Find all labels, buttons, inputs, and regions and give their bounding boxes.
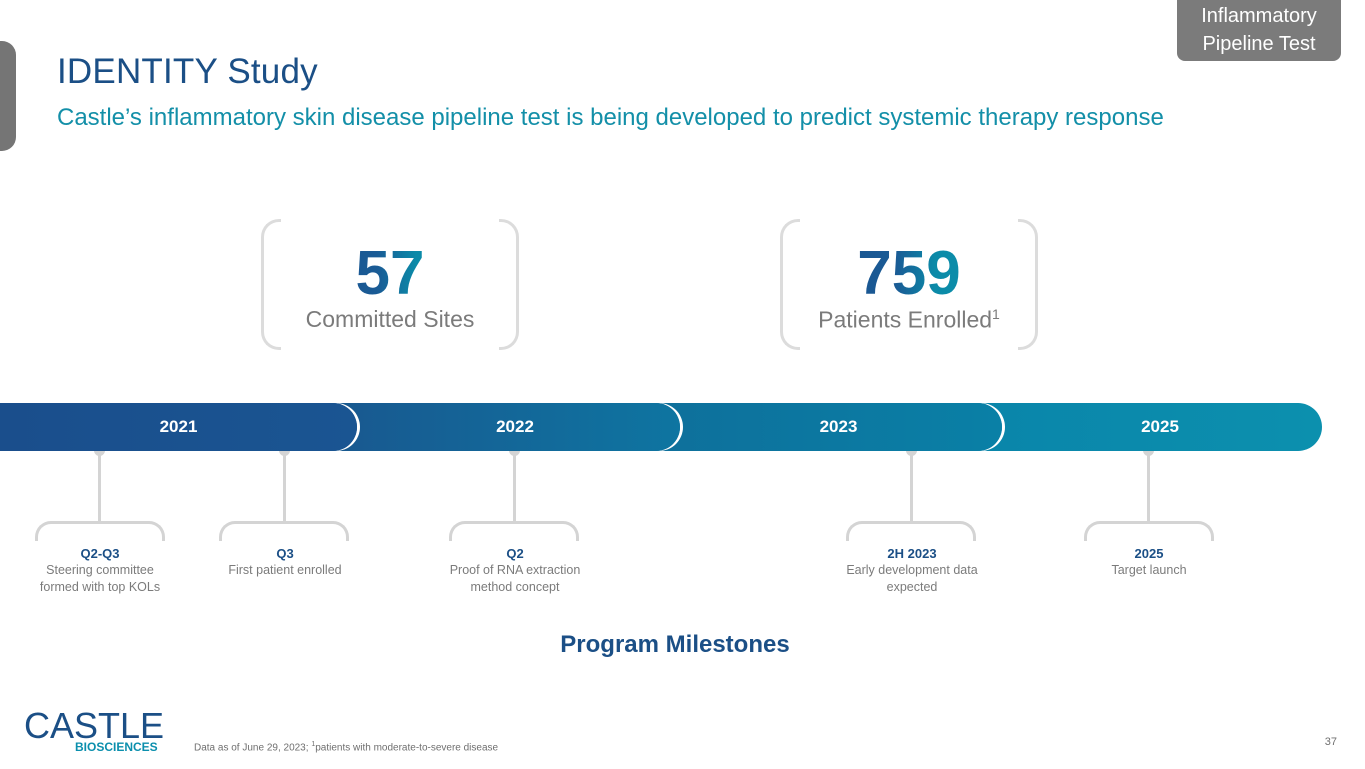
milestone-text: expected <box>886 580 938 594</box>
company-logo: CASTLE BIOSCIENCES <box>24 708 169 756</box>
milestone-item: Q3 First patient enrolled <box>200 545 370 579</box>
section-label-line2: Pipeline Test <box>1202 33 1316 55</box>
stat-footnote-marker: 1 <box>992 306 1000 322</box>
logo-wordmark: CASTLE <box>24 705 165 746</box>
program-milestones-heading: Program Milestones <box>560 631 790 658</box>
section-label-tag: Inflammatory Pipeline Test <box>1177 0 1341 61</box>
milestone-cap <box>1084 521 1214 541</box>
footnote-prefix: Data as of June 29, 2023; <box>194 742 312 754</box>
milestone-item: Q2 Proof of RNA extraction method concep… <box>430 545 600 596</box>
milestone-head: Q2 <box>506 546 524 561</box>
milestone-text: First patient enrolled <box>228 563 342 577</box>
milestone-item: 2H 2023 Early development data expected <box>827 545 997 596</box>
timeline-year-2023: 2023 <box>645 403 1002 451</box>
slide-subtitle: Castle’s inflammatory skin disease pipel… <box>57 104 1164 131</box>
stat-value: 57 <box>261 239 519 309</box>
footnote: Data as of June 29, 2023; 1patients with… <box>194 741 498 753</box>
stat-label: Committed Sites <box>261 306 519 333</box>
milestone-item: 2025 Target launch <box>1064 545 1234 579</box>
footnote-marker: 1 <box>311 741 316 748</box>
milestone-item: Q2-Q3 Steering committee formed with top… <box>15 545 185 596</box>
logo-subtitle: BIOSCIENCES <box>75 740 158 754</box>
page-number: 37 <box>1324 736 1337 748</box>
milestone-text: Steering committee <box>46 563 154 577</box>
stat-label-text: Committed Sites <box>305 306 475 332</box>
milestone-cap <box>449 521 579 541</box>
milestone-head: 2025 <box>1134 546 1164 561</box>
stat-label-text: Patients Enrolled <box>818 306 993 333</box>
bracket-left <box>780 219 800 350</box>
timeline-year-2022: 2022 <box>320 403 680 451</box>
milestone-text: Target launch <box>1111 563 1187 577</box>
milestone-cap <box>219 521 349 541</box>
milestone-cap <box>35 521 165 541</box>
milestone-text: Early development data <box>846 563 978 577</box>
milestone-text: method concept <box>470 580 560 594</box>
milestone-text: Proof of RNA extraction <box>449 563 581 577</box>
stat-committed-sites: 57 Committed Sites <box>261 219 519 350</box>
footnote-suffix: patients with moderate-to-severe disease <box>315 742 499 754</box>
stat-value: 759 <box>780 239 1038 309</box>
timeline-year-2021: 2021 <box>0 403 357 451</box>
milestone-head: Q2-Q3 <box>80 546 120 561</box>
milestone-head: 2H 2023 <box>887 546 937 561</box>
timeline-bar: 2021 2022 2023 2025 <box>0 403 1322 451</box>
section-tab <box>0 41 16 151</box>
timeline-year-2025: 2025 <box>968 403 1322 451</box>
milestone-cap <box>846 521 976 541</box>
bracket-left <box>261 219 281 350</box>
stat-label: Patients Enrolled1 <box>780 306 1038 334</box>
stat-patients-enrolled: 759 Patients Enrolled1 <box>780 219 1038 350</box>
milestone-head: Q3 <box>276 546 294 561</box>
slide-title: IDENTITY Study <box>57 52 318 91</box>
section-label-line1: Inflammatory <box>1201 5 1317 27</box>
milestone-text: formed with top KOLs <box>39 580 161 594</box>
